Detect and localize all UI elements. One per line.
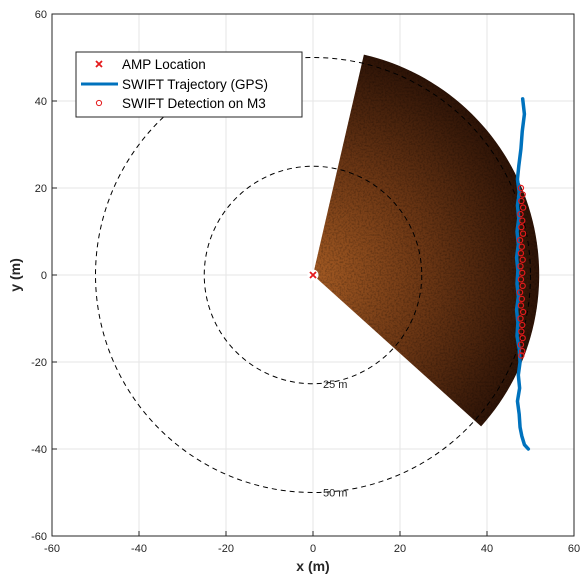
swift-detection-point bbox=[518, 197, 525, 205]
legend-item-swift-detection: SWIFT Detection on M3 bbox=[95, 96, 266, 111]
y-tick-label: -60 bbox=[31, 531, 47, 543]
swift-detection-point bbox=[519, 282, 526, 290]
swift-detection-point bbox=[518, 328, 525, 335]
swift-detection-point bbox=[518, 295, 526, 303]
legend-item-amp-location: AMP Location bbox=[95, 57, 206, 72]
swift-detection-point bbox=[517, 210, 524, 218]
swift-detection-point bbox=[516, 236, 524, 244]
range-ring-label: 25 m bbox=[323, 379, 347, 391]
swift-detection-point bbox=[519, 191, 526, 198]
swift-detection-point bbox=[519, 321, 526, 329]
swift-detection-point bbox=[517, 315, 524, 322]
x-tick-label: 60 bbox=[568, 543, 580, 555]
swift-detection-point bbox=[517, 276, 525, 283]
y-tick-label: -20 bbox=[31, 357, 47, 369]
legend-x-marker bbox=[95, 60, 103, 68]
y-tick-label: -40 bbox=[31, 444, 47, 456]
amp-location-marker bbox=[309, 271, 317, 279]
range-ring bbox=[95, 57, 531, 493]
data-series bbox=[307, 97, 531, 451]
x-tick-label: -60 bbox=[44, 543, 60, 555]
swift-detection-point bbox=[518, 352, 525, 359]
swift-detection-point bbox=[519, 347, 526, 355]
swift-detection-point bbox=[517, 263, 524, 270]
y-tick-label: 0 bbox=[41, 270, 47, 282]
y-tick-label: 20 bbox=[35, 183, 47, 195]
swift-detection-point bbox=[519, 256, 526, 263]
swift-detection-point bbox=[516, 289, 524, 296]
x-tick-label: -20 bbox=[218, 543, 234, 555]
y-tick-label: 40 bbox=[35, 96, 47, 108]
legend-label-trajectory: SWIFT Trajectory (GPS) bbox=[122, 77, 268, 92]
swift-detection-point bbox=[517, 341, 525, 348]
swift-detection-point bbox=[517, 302, 525, 309]
swift-detection-point bbox=[517, 250, 525, 257]
legend: AMP Location SWIFT Trajectory (GPS) SWIF… bbox=[75, 51, 303, 118]
range-ring-label: 50 m bbox=[323, 488, 347, 500]
swift-detection-point bbox=[518, 223, 525, 231]
swift-detection-point bbox=[519, 334, 526, 342]
x-tick-label: 0 bbox=[310, 543, 316, 555]
swift-detection-point bbox=[519, 308, 527, 316]
swift-detection-point bbox=[519, 269, 526, 277]
swift-trajectory-line bbox=[514, 97, 531, 451]
x-axis-label: x (m) bbox=[296, 558, 329, 574]
x-tick-label: 20 bbox=[394, 543, 406, 555]
y-axis-label: y (m) bbox=[7, 258, 23, 291]
x-tick-label: 40 bbox=[481, 543, 493, 555]
sonar-sector-speckle bbox=[313, 54, 540, 427]
swift-detection-point bbox=[518, 243, 526, 250]
swift-detection-point bbox=[517, 184, 525, 192]
swift-detection-point bbox=[519, 204, 527, 211]
swift-detection-point bbox=[519, 230, 527, 237]
axis-ticks: -60 -40 -20 0 20 40 60 -60 -40 -20 0 20 40 60 bbox=[31, 9, 580, 555]
swift-detection-point bbox=[519, 217, 526, 224]
legend-circle-marker bbox=[95, 99, 103, 107]
range-rings: 25 m 50 m bbox=[95, 57, 531, 500]
range-ring bbox=[203, 165, 423, 385]
y-tick-label: 60 bbox=[35, 9, 47, 21]
legend-label-detection: SWIFT Detection on M3 bbox=[122, 96, 266, 111]
legend-label-amp: AMP Location bbox=[122, 57, 206, 72]
x-tick-label: -40 bbox=[131, 543, 147, 555]
legend-item-swift-trajectory: SWIFT Trajectory (GPS) bbox=[81, 77, 268, 92]
